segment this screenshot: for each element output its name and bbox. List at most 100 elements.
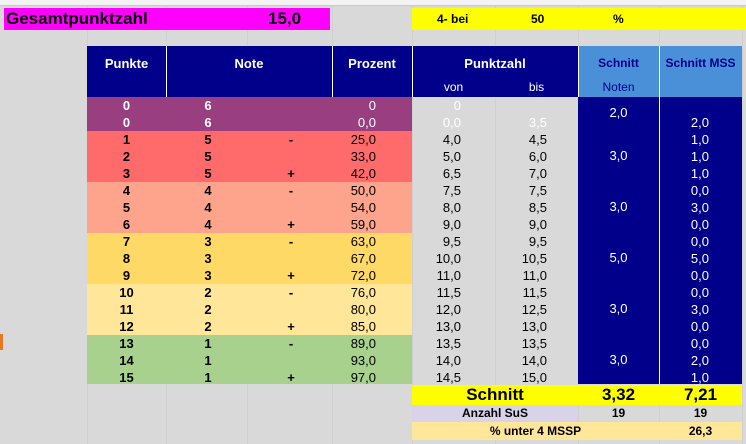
col-header-bis: bis (528, 80, 545, 94)
band-note-4 (87, 182, 412, 233)
threshold-cell[interactable] (412, 8, 746, 30)
prozent-cell: 76,0 (350, 285, 376, 300)
total-score-cell[interactable] (4, 8, 330, 30)
von-cell: 12,0 (435, 302, 461, 317)
bis-cell: 7,5 (528, 183, 547, 198)
von-cell: 13,5 (435, 336, 461, 351)
schnitt-mss-summary-value: 7,21 (683, 385, 718, 404)
punkte-cell: 9 (122, 268, 131, 283)
punkte-cell: 3 (122, 166, 131, 181)
schnitt-note-4: 3,0 (609, 199, 628, 214)
von-cell: 11,5 (436, 285, 461, 300)
schnitt-mss-cell: 1,0 (690, 132, 709, 147)
punkte-cell: 2 (122, 149, 131, 164)
total-score-value: 15,0 (268, 9, 302, 28)
band-note-5 (87, 131, 412, 182)
schnitt-note-1: 3,0 (609, 352, 628, 367)
prozent-cell: 72,0 (350, 268, 376, 283)
punkte-cell: 8 (122, 251, 131, 266)
prozent-cell: 97,0 (350, 370, 376, 385)
note-cell: 4 (204, 200, 212, 215)
punkte-cell: 12 (119, 319, 134, 334)
note-cell: 5 (204, 166, 212, 181)
anzahl-mss-value: 19 (693, 406, 708, 420)
von-cell: 8,0 (442, 200, 461, 215)
bis-cell: 4,5 (528, 132, 547, 147)
col-line (495, 0, 496, 444)
prozent-summary-row[interactable] (412, 422, 742, 440)
schnitt-summary-label: Schnitt (466, 385, 524, 404)
note-cell: 1 (204, 353, 212, 368)
header-divider (659, 46, 660, 97)
schnitt-mss-cell: 1,0 (690, 370, 709, 385)
prozent-cell: 54,0 (350, 200, 376, 215)
punkte-cell: 6 (122, 217, 131, 232)
prozent-summary-label: % unter 4 MSSP (489, 424, 582, 438)
punkte-cell: 11 (119, 302, 134, 317)
von-cell: 10,0 (435, 251, 461, 266)
punkte-cell: 0 (122, 115, 131, 130)
anzahl-label-cell[interactable] (412, 405, 578, 422)
band-note-3 (87, 233, 412, 284)
schnitt-mss-cell: 1,0 (690, 149, 709, 164)
col-header-punktzahl: Punktzahl (464, 56, 526, 71)
col-header-note: Note (234, 56, 264, 71)
prozent-cell: 85,0 (350, 319, 376, 334)
col-header-punkte: Punkte (104, 56, 149, 71)
note-modifier-cell: + (287, 217, 295, 232)
col-line (742, 0, 743, 444)
prozent-cell: 63,0 (350, 234, 376, 249)
note-cell: 3 (204, 251, 212, 266)
von-cell: 14,0 (435, 353, 461, 368)
punkte-cell: 7 (122, 234, 131, 249)
prozent-cell: 0,0 (357, 115, 376, 130)
prozent-cell: 67,0 (350, 251, 376, 266)
row-marker (0, 334, 3, 350)
von-cell: 11,0 (436, 268, 461, 283)
bis-cell: 11,5 (522, 285, 547, 300)
prozent-cell: 93,0 (350, 353, 376, 368)
von-cell: 6,5 (442, 166, 461, 181)
header-divider (412, 46, 413, 97)
col-line (412, 0, 413, 444)
header-divider (166, 46, 167, 97)
punkte-cell: 0 (122, 98, 131, 113)
schnitt-note-3: 5,0 (609, 250, 628, 265)
punkte-cell: 5 (122, 200, 131, 215)
schnitt-note-2: 3,0 (609, 301, 628, 316)
note-cell: 2 (204, 302, 212, 317)
header-divider (578, 46, 579, 97)
bis-cell: 6,0 (528, 149, 547, 164)
bis-cell: 8,5 (528, 200, 547, 215)
bis-cell: 9,0 (528, 217, 547, 232)
schnitt-summary-value: 3,32 (601, 385, 636, 404)
prozent-cell: 59,0 (350, 217, 376, 232)
prozent-cell: 25,0 (350, 132, 376, 147)
prozent-cell: 80,0 (350, 302, 376, 317)
bis-cell: 14,0 (521, 353, 547, 368)
bis-cell: 10,5 (521, 251, 547, 266)
schnitt-mss-cell: 2,0 (690, 353, 709, 368)
band-note-1 (87, 335, 412, 384)
prozent-cell: 33,0 (350, 149, 376, 164)
punkte-cell: 14 (119, 353, 134, 368)
threshold-value: 50 (531, 12, 545, 26)
note-modifier-cell: + (287, 166, 295, 181)
bis-cell: 7,0 (528, 166, 547, 181)
punkte-cell: 13 (119, 336, 134, 351)
note-cell: 4 (204, 183, 212, 198)
schnitt-mss-cell: 0,0 (690, 319, 709, 334)
bis-cell: 12,5 (521, 302, 547, 317)
bis-cell: 3,5 (528, 115, 547, 130)
schnitt-mss-cell: 5,0 (690, 251, 709, 266)
schnitt-summary-row[interactable] (412, 385, 742, 405)
prozent-cell: 89,0 (350, 336, 376, 351)
note-cell: 1 (204, 336, 212, 351)
column-header-strip[interactable] (0, 0, 746, 6)
prozent-summary-value: 26,3 (688, 424, 713, 438)
schnitt-mss-cell: 3,0 (690, 200, 709, 215)
von-cell: 13,0 (435, 319, 461, 334)
schnitt-mss-cell: 2,0 (690, 115, 709, 130)
schnitt-note-5: 3,0 (609, 148, 628, 163)
bis-cell: 13,5 (521, 336, 547, 351)
